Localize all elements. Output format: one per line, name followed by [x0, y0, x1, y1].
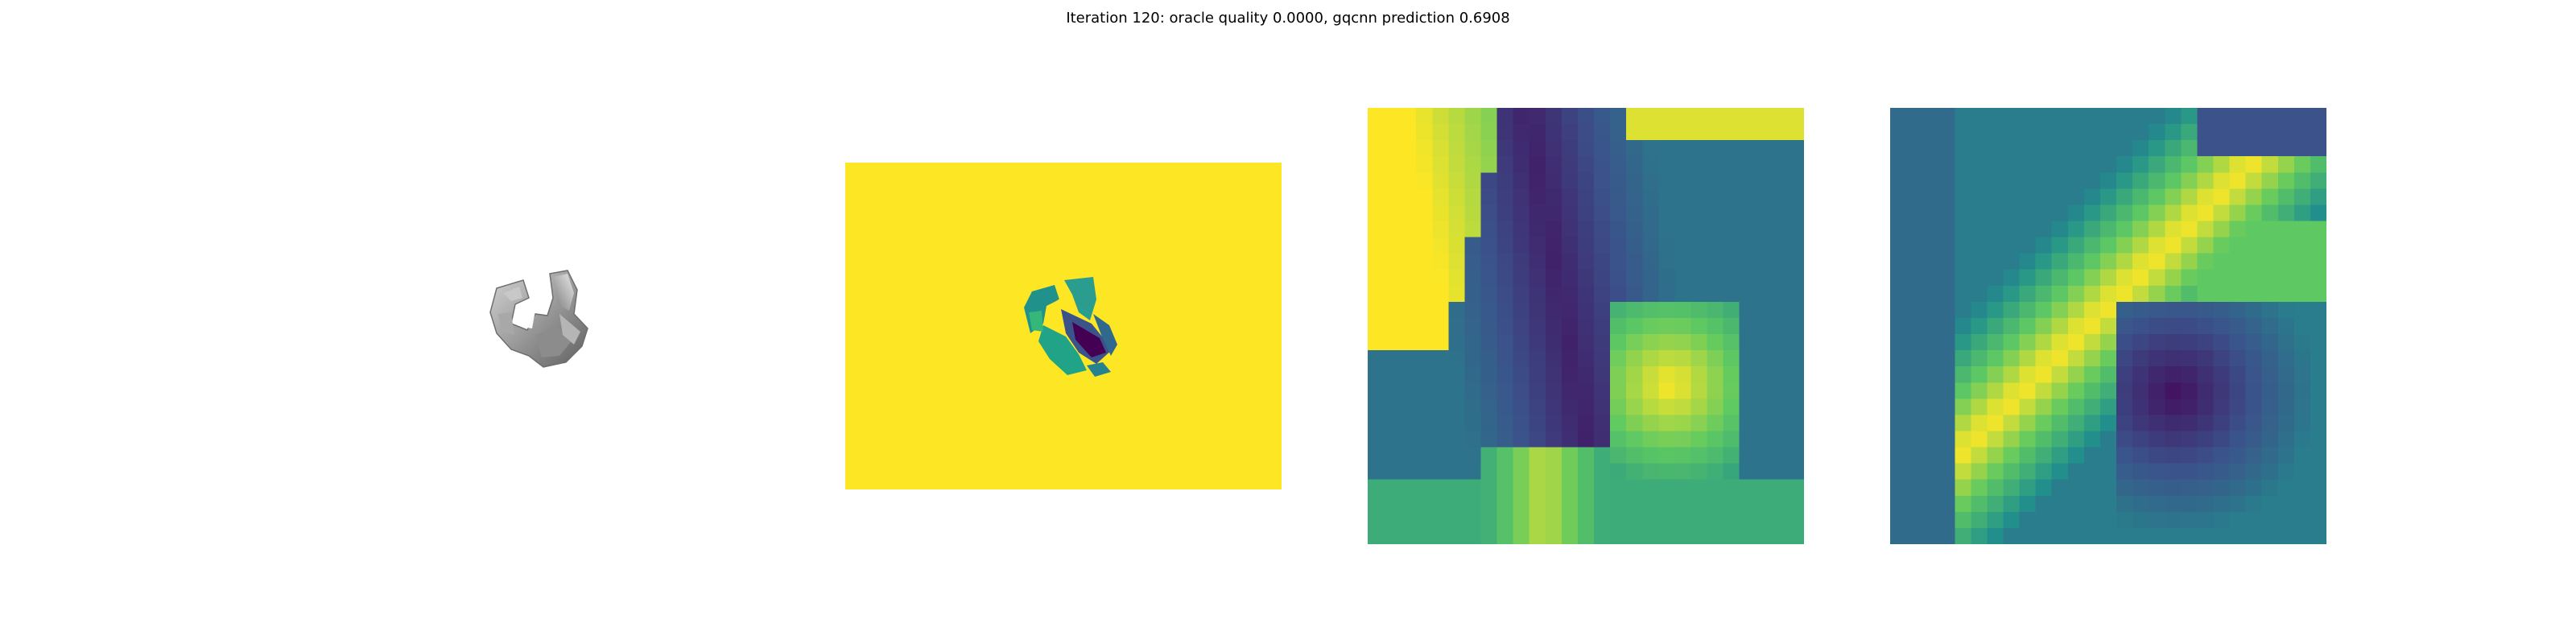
- depth-image-plot: [845, 163, 1282, 489]
- rendered-object-mesh: [489, 270, 588, 368]
- rendered-object-image: [479, 266, 604, 382]
- depth-crop-rotated-image: [1890, 108, 2326, 544]
- depth-crop-image: [1368, 108, 1804, 544]
- depth-crop-pixels: [1368, 108, 1804, 544]
- figure-title: Iteration 120: oracle quality 0.0000, gq…: [1066, 10, 1510, 27]
- depth-image: [845, 163, 1282, 489]
- depth-crop-rotated-pixels: [1890, 108, 2326, 544]
